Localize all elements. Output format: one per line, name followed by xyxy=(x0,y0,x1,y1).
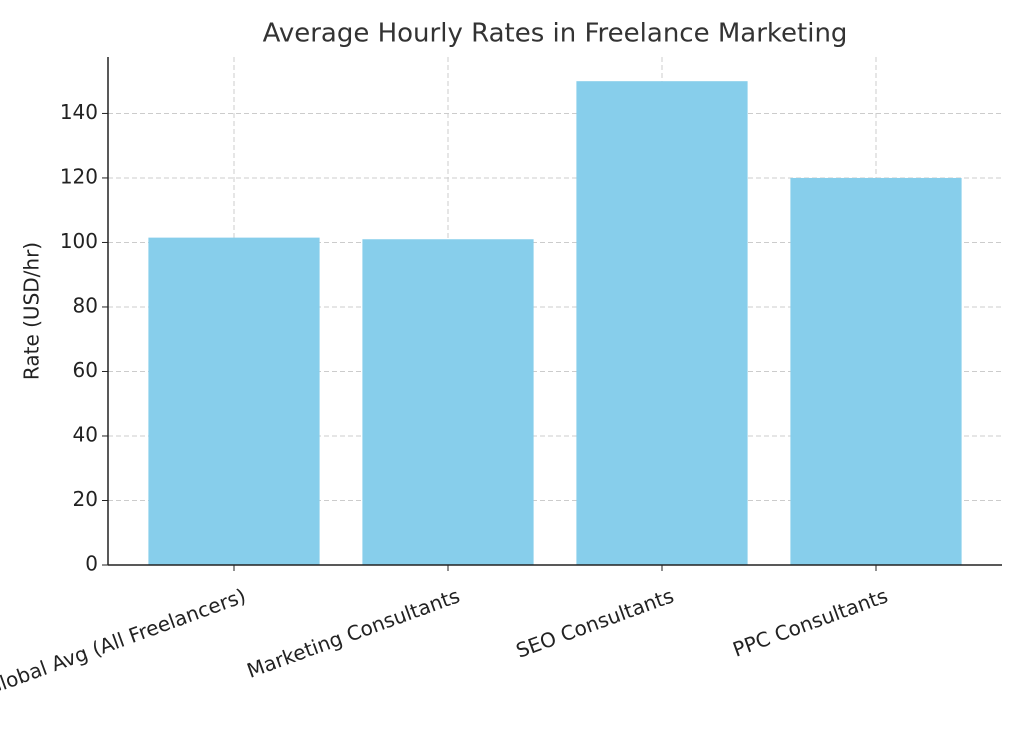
y-tick-label: 60 xyxy=(73,358,98,382)
bar xyxy=(362,239,534,565)
y-tick-label: 140 xyxy=(60,100,98,124)
y-tick-label: 120 xyxy=(60,164,98,188)
bar xyxy=(148,237,320,565)
bar xyxy=(790,177,962,565)
y-tick-label: 0 xyxy=(85,552,98,576)
bar xyxy=(576,81,748,565)
y-tick-label: 80 xyxy=(73,293,98,317)
y-tick-label: 40 xyxy=(73,422,98,446)
chart-title: Average Hourly Rates in Freelance Market… xyxy=(263,19,848,49)
x-tick-label: Global Avg (All Freelancers) xyxy=(0,583,249,700)
bars xyxy=(148,81,962,565)
y-axis-label: Rate (USD/hr) xyxy=(20,242,44,380)
x-tick-label: Marketing Consultants xyxy=(244,583,463,682)
x-tick-label: SEO Consultants xyxy=(513,583,677,662)
y-tick-label: 100 xyxy=(60,229,98,253)
x-tick-label: PPC Consultants xyxy=(730,583,891,661)
y-tick-label: 20 xyxy=(73,487,98,511)
